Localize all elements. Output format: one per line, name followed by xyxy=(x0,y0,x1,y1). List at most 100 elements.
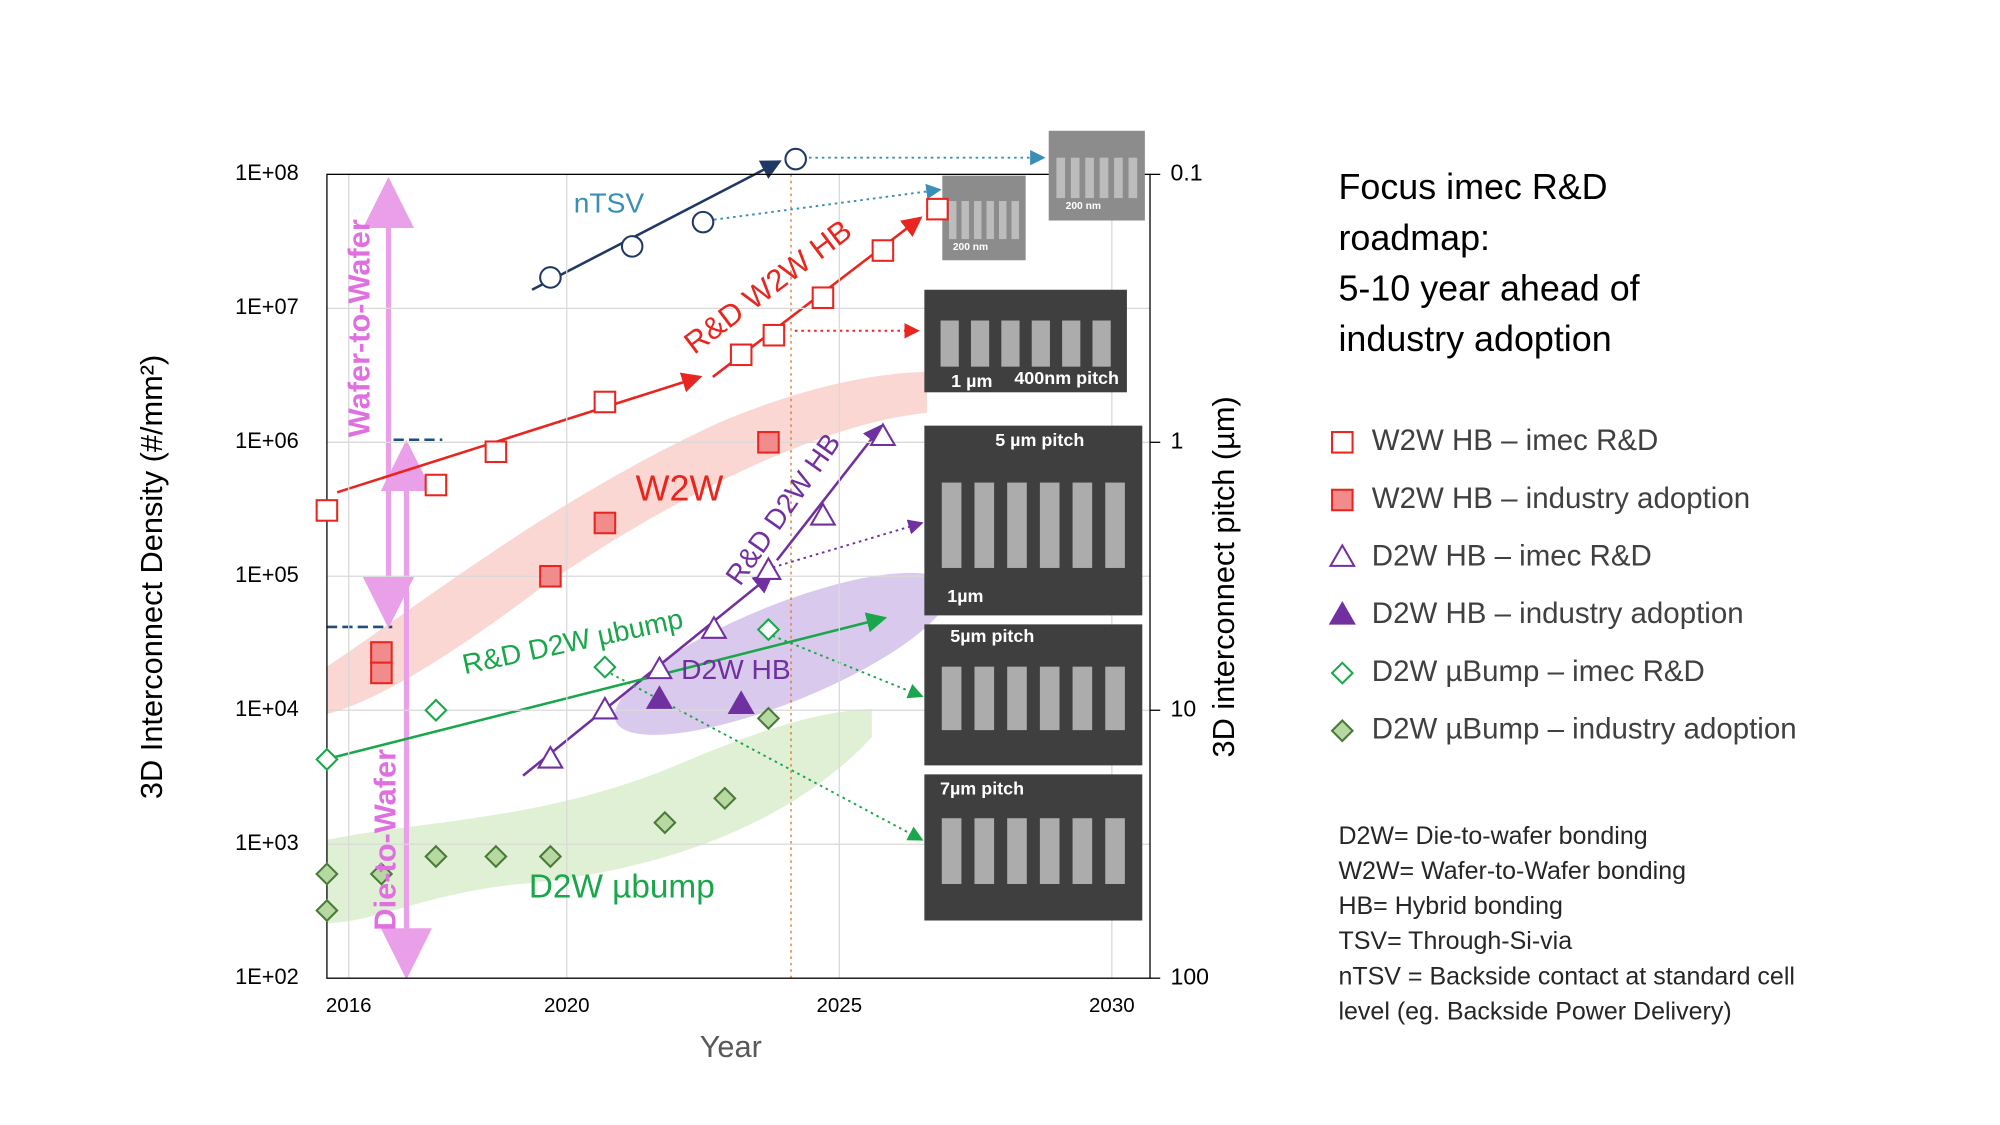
trend xyxy=(336,372,703,494)
note: TSV= Through-Si-via xyxy=(1338,927,1572,955)
point xyxy=(620,235,644,258)
annotation: nTSV xyxy=(574,187,645,219)
x-tick-label: 2016 xyxy=(326,994,372,1017)
point xyxy=(926,197,949,221)
micrograph-feature xyxy=(974,482,995,568)
legend-label: D2W µBump – industry adoption xyxy=(1372,713,1797,746)
point xyxy=(593,511,617,535)
y2-tick-label: 0.1 xyxy=(1171,159,1203,185)
micrograph-feature xyxy=(1072,818,1093,884)
micrograph-feature xyxy=(1105,666,1125,731)
point xyxy=(424,698,448,722)
side-title: industry adoption xyxy=(1338,319,1611,359)
micrograph-label: 1 µm xyxy=(951,371,992,391)
micrograph-feature xyxy=(1085,157,1094,199)
micrograph-feature xyxy=(1011,201,1019,240)
micrograph-feature xyxy=(1007,818,1027,884)
point xyxy=(315,747,339,772)
point xyxy=(424,844,448,869)
legend-label: D2W HB – industry adoption xyxy=(1372,597,1744,630)
y2-tick-label: 10 xyxy=(1171,695,1197,721)
micrograph-feature xyxy=(1128,157,1138,199)
annotation: Wafer-to-Wafer xyxy=(342,219,377,437)
point xyxy=(871,239,895,262)
point xyxy=(539,266,562,289)
annotation: Die-to-Wafer xyxy=(367,749,402,931)
y-tick-label: 1E+03 xyxy=(235,830,299,855)
pointer xyxy=(707,183,942,222)
micrograph-feature xyxy=(1114,157,1123,199)
micrograph-feature xyxy=(1039,818,1060,884)
micrograph-feature xyxy=(998,201,1007,240)
annotation: D2W µbump xyxy=(529,868,715,905)
micrograph-feature xyxy=(941,666,962,731)
y2-tick-label: 1 xyxy=(1171,427,1184,453)
side-title: roadmap: xyxy=(1338,218,1490,258)
side-title: Focus imec R&D xyxy=(1338,167,1607,207)
y-axis-label: 3D Interconnect Density (#/mm²) xyxy=(134,355,169,799)
legend-label: W2W HB – imec R&D xyxy=(1372,424,1659,457)
y-tick-label: 1E+08 xyxy=(235,160,299,185)
micrograph-label: 5µm pitch xyxy=(950,626,1034,646)
point xyxy=(653,810,677,835)
point xyxy=(315,862,339,886)
micrograph-feature xyxy=(1072,666,1093,731)
point xyxy=(811,286,835,310)
micrograph-label: 200 nm xyxy=(953,242,988,253)
micrograph-label: 1µm xyxy=(947,586,983,606)
note: D2W= Die-to-wafer bonding xyxy=(1338,822,1647,850)
micrograph-feature xyxy=(1007,666,1027,731)
micrograph-feature xyxy=(1062,320,1081,367)
note: W2W= Wafer-to-Wafer bonding xyxy=(1338,857,1686,885)
micrograph-feature xyxy=(1056,157,1066,199)
point xyxy=(645,685,673,709)
micrograph-feature xyxy=(1105,818,1125,884)
micrograph-feature xyxy=(1001,320,1020,367)
micrograph-feature xyxy=(961,201,969,240)
legend-label: W2W HB – industry adoption xyxy=(1372,482,1750,515)
micrograph-feature xyxy=(1070,157,1080,199)
x-tick-label: 2030 xyxy=(1089,994,1135,1017)
micrograph-feature xyxy=(948,201,957,240)
point xyxy=(645,655,673,680)
y2-tick-label: 100 xyxy=(1171,963,1209,989)
point xyxy=(757,431,780,454)
point xyxy=(484,440,508,464)
micrograph-feature xyxy=(973,201,982,240)
legend-marker xyxy=(1330,661,1355,685)
micrograph-feature xyxy=(974,666,995,731)
pointer xyxy=(766,519,924,571)
trend xyxy=(775,423,884,562)
x-axis-label: Year xyxy=(700,1029,762,1064)
legend-label: D2W µBump – imec R&D xyxy=(1372,655,1705,688)
background-layer xyxy=(326,150,1046,980)
micrograph-feature xyxy=(941,818,962,884)
plot-frame xyxy=(326,173,1151,979)
point xyxy=(424,473,448,497)
point xyxy=(729,343,753,367)
point xyxy=(756,617,781,642)
micrograph-feature xyxy=(1105,482,1125,568)
x-tick-label: 2025 xyxy=(816,994,862,1017)
legend-marker xyxy=(1331,431,1354,454)
micrograph-feature xyxy=(974,818,995,884)
point xyxy=(370,661,393,685)
micrograph-feature xyxy=(986,201,994,240)
point xyxy=(315,499,339,522)
point xyxy=(700,615,728,639)
point xyxy=(756,706,781,731)
point xyxy=(539,565,562,588)
micrograph-feature xyxy=(970,320,990,367)
trend xyxy=(522,572,774,777)
micrograph-feature xyxy=(1092,320,1111,367)
y2-axis-label: 3D interconnect pitch (µm) xyxy=(1206,396,1241,757)
y-tick-label: 1E+05 xyxy=(235,562,299,587)
point xyxy=(538,844,563,869)
y-tick-label: 1E+07 xyxy=(235,294,299,319)
trend xyxy=(326,612,888,761)
ubump-band xyxy=(326,708,872,924)
micrograph-feature xyxy=(1039,482,1060,568)
annotation: W2W xyxy=(636,469,724,509)
legend-marker xyxy=(1330,719,1355,743)
point xyxy=(762,323,786,347)
